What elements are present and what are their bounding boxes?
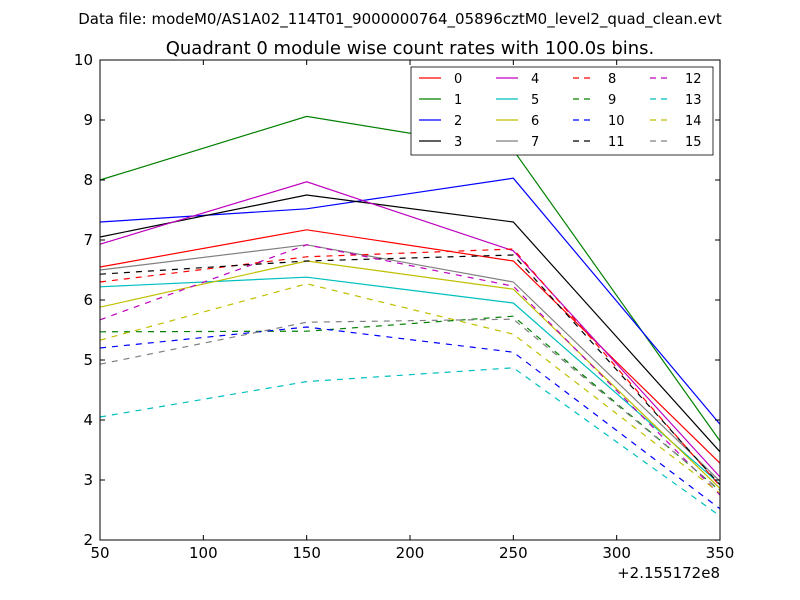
legend-box [410,66,714,156]
series-line-2 [99,177,721,425]
x-offset-label: +2.155172e8 [617,564,720,582]
series-line-0 [99,229,721,464]
legend-label-2: 2 [454,114,462,129]
legend-label-8: 8 [608,72,616,87]
series-line-8 [99,248,721,487]
y-tick-label: 2 [83,531,93,549]
series-line-5 [99,276,721,485]
y-tick-label: 9 [83,111,93,129]
series-line-4 [99,181,721,478]
legend-label-7: 7 [531,135,539,150]
x-tick-label: 350 [706,544,735,562]
legend-label-12: 12 [685,72,702,87]
series-line-7 [99,244,721,482]
series-line-1 [99,115,721,442]
y-tick-label: 8 [83,171,93,189]
plot-lines [99,115,721,517]
legend-label-6: 6 [531,114,539,129]
x-tick-label: 100 [189,544,218,562]
legend-label-15: 15 [685,135,702,150]
legend-label-14: 14 [685,114,702,129]
x-tick-label: 250 [499,544,528,562]
series-line-15 [99,318,721,491]
legend-label-5: 5 [531,93,539,108]
series-line-12 [99,244,721,496]
chart-title: Quadrant 0 module wise count rates with … [166,38,655,59]
series-line-11 [99,254,721,486]
legend-label-4: 4 [531,72,539,87]
series-line-13 [99,367,721,517]
y-tick-label: 5 [83,351,93,369]
series-line-9 [99,315,721,492]
x-tick-label: 200 [396,544,425,562]
series-line-10 [99,326,721,510]
legend-label-11: 11 [608,135,625,150]
series-line-6 [99,260,721,489]
y-tick-label: 6 [83,291,93,309]
legend-label-3: 3 [454,135,462,150]
series-line-3 [99,194,721,453]
legend-label-1: 1 [454,93,462,108]
figure-suptitle: Data file: modeM0/AS1A02_114T01_90000007… [78,10,722,29]
legend-label-13: 13 [685,93,702,108]
series-line-14 [99,283,721,494]
x-tick-label: 300 [602,544,631,562]
legend-label-10: 10 [608,114,625,129]
y-tick-label: 10 [74,51,93,69]
x-tick-label: 50 [90,544,109,562]
legend-label-0: 0 [454,72,462,87]
y-tick-label: 4 [83,411,93,429]
y-tick-label: 3 [83,471,93,489]
x-axis: 50 100 150 200 250 300 350 [90,60,734,562]
y-tick-label: 7 [83,231,93,249]
x-tick-label: 150 [292,544,321,562]
legend-label-9: 9 [608,93,616,108]
